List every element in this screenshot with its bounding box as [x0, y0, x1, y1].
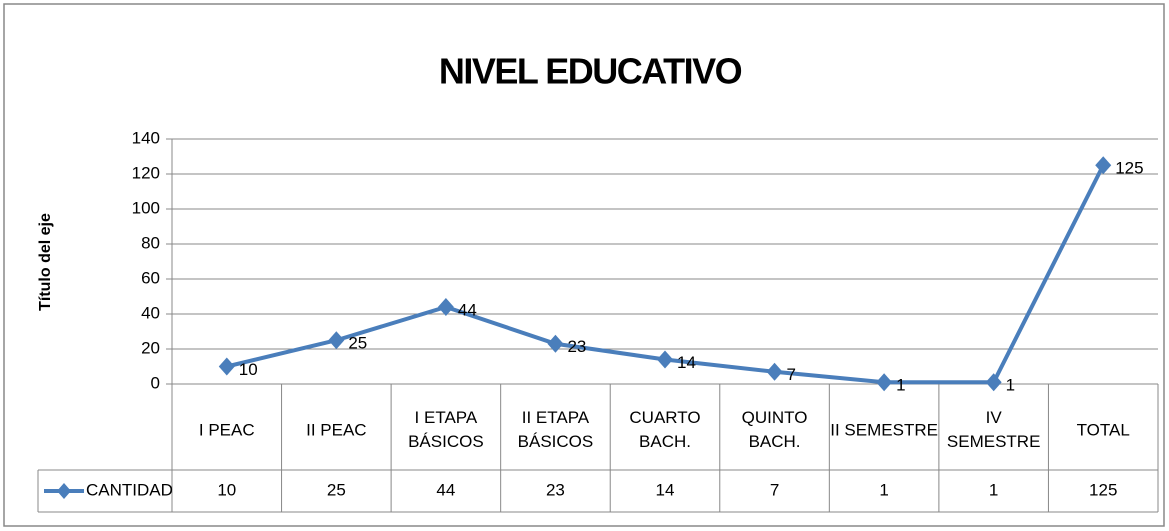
marker [657, 350, 673, 369]
x-tick-label: II ETAPA BÁSICOS [518, 408, 594, 451]
table-value: 44 [436, 480, 455, 499]
marker [547, 334, 564, 353]
y-tick-label: 80 [141, 233, 160, 252]
data-label: 23 [567, 337, 586, 356]
chart-title: NIVEL EDUCATIVO [439, 51, 742, 92]
x-tick-label: CUARTO BACH. [629, 408, 700, 451]
chart-frame [3, 3, 1165, 527]
marker [876, 373, 893, 392]
table-value: 25 [327, 480, 346, 499]
data-label: 25 [348, 334, 367, 353]
x-tick-label: II SEMESTRE [830, 420, 938, 439]
x-tick-label: IV SEMESTRE [947, 408, 1041, 451]
y-tick-label: 140 [132, 128, 160, 147]
x-tick-label: I PEAC [199, 420, 255, 439]
y-axis-title: Título del eje [37, 213, 54, 311]
data-label: 1 [896, 376, 905, 395]
marker [437, 298, 454, 316]
legend-label: CANTIDAD [86, 480, 173, 499]
marker [985, 373, 1002, 392]
table-value: 23 [546, 480, 565, 499]
x-tick-label: QUINTO BACH. [742, 408, 808, 451]
table-value: 14 [656, 480, 675, 499]
x-tick-label: TOTAL [1077, 420, 1130, 439]
table-value: 1 [879, 480, 888, 499]
y-tick-label: 100 [132, 198, 160, 217]
data-label: 10 [239, 360, 258, 379]
legend-marker [57, 483, 71, 499]
x-tick-label: I ETAPA BÁSICOS [408, 408, 484, 451]
data-label: 7 [787, 365, 796, 384]
marker [766, 362, 783, 381]
data-label: 44 [458, 300, 477, 319]
data-label: 14 [677, 353, 696, 372]
marker [1095, 156, 1112, 175]
y-tick-label: 0 [151, 373, 160, 392]
data-label: 125 [1115, 159, 1143, 178]
y-tick-label: 40 [141, 303, 160, 322]
y-tick-label: 60 [141, 268, 160, 287]
table-value: 1 [989, 480, 998, 499]
x-tick-label: II PEAC [306, 420, 366, 439]
table-value: 125 [1089, 480, 1117, 499]
marker [218, 357, 235, 376]
table-value: 10 [217, 480, 236, 499]
marker [328, 331, 345, 350]
table-value: 7 [770, 480, 779, 499]
y-tick-label: 20 [141, 338, 160, 357]
data-label: 1 [1006, 376, 1015, 395]
y-tick-label: 120 [132, 163, 160, 182]
